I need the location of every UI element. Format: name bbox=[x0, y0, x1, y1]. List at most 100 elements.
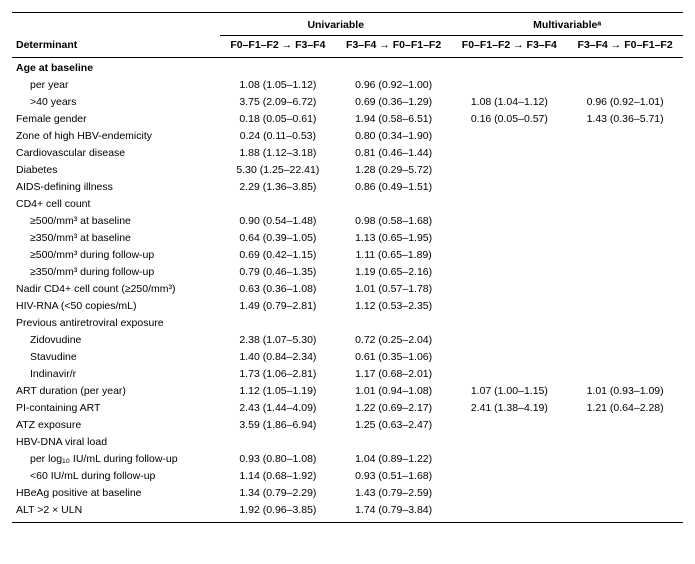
cell-value bbox=[567, 450, 683, 467]
row-label: ≥350/mm³ at baseline bbox=[12, 229, 220, 246]
cell-value bbox=[220, 195, 336, 212]
table-body: Age at baselineper year1.08 (1.05–1.12)0… bbox=[12, 57, 683, 522]
cell-value bbox=[451, 348, 567, 365]
cell-value: 1.01 (0.93–1.09) bbox=[567, 382, 683, 399]
cell-value bbox=[567, 212, 683, 229]
cell-value: 1.17 (0.68–2.01) bbox=[336, 365, 452, 382]
cell-value bbox=[220, 57, 336, 76]
row-label: Indinavir/r bbox=[12, 365, 220, 382]
row-label: HBeAg positive at baseline bbox=[12, 484, 220, 501]
results-table: Univariable Multivariableᵃ Determinant F… bbox=[12, 12, 683, 523]
table-row: per log₁₀ IU/mL during follow-up0.93 (0.… bbox=[12, 450, 683, 467]
row-label: Previous antiretroviral exposure bbox=[12, 314, 220, 331]
cell-value: 0.63 (0.36–1.08) bbox=[220, 280, 336, 297]
cell-value bbox=[567, 314, 683, 331]
cell-value: 1.11 (0.65–1.89) bbox=[336, 246, 452, 263]
cell-value bbox=[451, 280, 567, 297]
cell-value: 0.90 (0.54–1.48) bbox=[220, 212, 336, 229]
cell-value: 2.29 (1.36–3.85) bbox=[220, 178, 336, 195]
row-label: HBV-DNA viral load bbox=[12, 433, 220, 450]
cell-value: 0.79 (0.46–1.35) bbox=[220, 263, 336, 280]
cell-value: 3.75 (2.09–6.72) bbox=[220, 93, 336, 110]
cell-value: 1.40 (0.84–2.34) bbox=[220, 348, 336, 365]
cell-value: 0.18 (0.05–0.61) bbox=[220, 110, 336, 127]
cell-value: 1.01 (0.94–1.08) bbox=[336, 382, 452, 399]
row-label: >40 years bbox=[12, 93, 220, 110]
table-row: <60 IU/mL during follow-up1.14 (0.68–1.9… bbox=[12, 467, 683, 484]
table-row: ≥500/mm³ during follow-up0.69 (0.42–1.15… bbox=[12, 246, 683, 263]
table-row: Stavudine1.40 (0.84–2.34)0.61 (0.35–1.06… bbox=[12, 348, 683, 365]
table-row: HBeAg positive at baseline1.34 (0.79–2.2… bbox=[12, 484, 683, 501]
row-label: ≥350/mm³ during follow-up bbox=[12, 263, 220, 280]
cell-value bbox=[451, 195, 567, 212]
cell-value: 0.16 (0.05–0.57) bbox=[451, 110, 567, 127]
row-label: ART duration (per year) bbox=[12, 382, 220, 399]
cell-value bbox=[220, 433, 336, 450]
cell-value: 1.21 (0.64–2.28) bbox=[567, 399, 683, 416]
row-label: HIV-RNA (<50 copies/mL) bbox=[12, 297, 220, 314]
cell-value: 5.30 (1.25–22.41) bbox=[220, 161, 336, 178]
cell-value: 0.24 (0.11–0.53) bbox=[220, 127, 336, 144]
row-label: CD4+ cell count bbox=[12, 195, 220, 212]
cell-value: 1.12 (0.53–2.35) bbox=[336, 297, 452, 314]
cell-value bbox=[336, 314, 452, 331]
cell-value: 0.98 (0.58–1.68) bbox=[336, 212, 452, 229]
cell-value: 1.49 (0.79–2.81) bbox=[220, 297, 336, 314]
cell-value: 2.43 (1.44–4.09) bbox=[220, 399, 336, 416]
uni-prog-header: F0–F1–F2 → F3–F4 bbox=[220, 36, 336, 58]
cell-value bbox=[451, 433, 567, 450]
cell-value bbox=[451, 297, 567, 314]
cell-value: 1.14 (0.68–1.92) bbox=[220, 467, 336, 484]
cell-value bbox=[451, 246, 567, 263]
cell-value bbox=[451, 76, 567, 93]
cell-value bbox=[451, 178, 567, 195]
cell-value bbox=[567, 484, 683, 501]
cell-value: 1.12 (1.05–1.19) bbox=[220, 382, 336, 399]
cell-value: 0.64 (0.39–1.05) bbox=[220, 229, 336, 246]
cell-value bbox=[567, 501, 683, 522]
cell-value: 1.08 (1.05–1.12) bbox=[220, 76, 336, 93]
cell-value: 1.07 (1.00–1.15) bbox=[451, 382, 567, 399]
table-row: ATZ exposure3.59 (1.86–6.94)1.25 (0.63–2… bbox=[12, 416, 683, 433]
cell-value: 0.72 (0.25–2.04) bbox=[336, 331, 452, 348]
table-row: Age at baseline bbox=[12, 57, 683, 76]
cell-value bbox=[451, 161, 567, 178]
cell-value: 2.38 (1.07–5.30) bbox=[220, 331, 336, 348]
row-label: per log₁₀ IU/mL during follow-up bbox=[12, 450, 220, 467]
cell-value: 1.04 (0.89–1.22) bbox=[336, 450, 452, 467]
table-row: Previous antiretroviral exposure bbox=[12, 314, 683, 331]
cell-value bbox=[567, 195, 683, 212]
cell-value bbox=[567, 331, 683, 348]
row-label: PI-containing ART bbox=[12, 399, 220, 416]
cell-value bbox=[451, 450, 567, 467]
cell-value bbox=[451, 314, 567, 331]
cell-value: 0.93 (0.51–1.68) bbox=[336, 467, 452, 484]
cell-value: 1.22 (0.69–2.17) bbox=[336, 399, 452, 416]
cell-value: 0.80 (0.34–1.90) bbox=[336, 127, 452, 144]
cell-value bbox=[451, 467, 567, 484]
cell-value: 0.86 (0.49–1.51) bbox=[336, 178, 452, 195]
cell-value bbox=[567, 416, 683, 433]
table-row: Female gender0.18 (0.05–0.61)1.94 (0.58–… bbox=[12, 110, 683, 127]
cell-value: 0.96 (0.92–1.00) bbox=[336, 76, 452, 93]
row-label: Female gender bbox=[12, 110, 220, 127]
cell-value: 1.08 (1.04–1.12) bbox=[451, 93, 567, 110]
row-label: Nadir CD4+ cell count (≥250/mm³) bbox=[12, 280, 220, 297]
cell-value: 1.25 (0.63–2.47) bbox=[336, 416, 452, 433]
cell-value bbox=[336, 433, 452, 450]
cell-value bbox=[336, 195, 452, 212]
cell-value bbox=[451, 57, 567, 76]
table-row: HBV-DNA viral load bbox=[12, 433, 683, 450]
row-label: ATZ exposure bbox=[12, 416, 220, 433]
cell-value: 1.94 (0.58–6.51) bbox=[336, 110, 452, 127]
row-label: Diabetes bbox=[12, 161, 220, 178]
cell-value: 0.61 (0.35–1.06) bbox=[336, 348, 452, 365]
mv-prog-header: F0–F1–F2 → F3–F4 bbox=[451, 36, 567, 58]
table-row: CD4+ cell count bbox=[12, 195, 683, 212]
cell-value bbox=[567, 263, 683, 280]
row-label: <60 IU/mL during follow-up bbox=[12, 467, 220, 484]
row-label: ≥500/mm³ at baseline bbox=[12, 212, 220, 229]
cell-value: 3.59 (1.86–6.94) bbox=[220, 416, 336, 433]
cell-value bbox=[220, 314, 336, 331]
cell-value bbox=[567, 433, 683, 450]
